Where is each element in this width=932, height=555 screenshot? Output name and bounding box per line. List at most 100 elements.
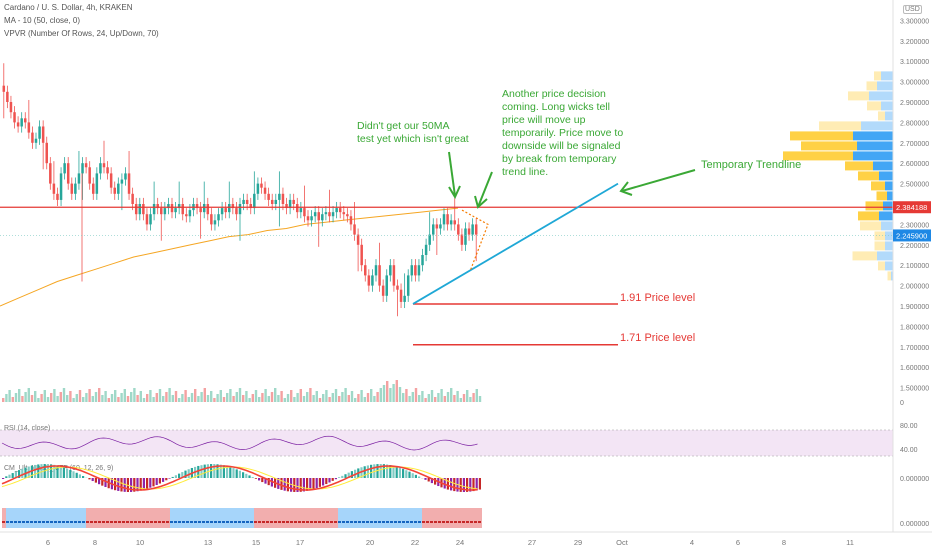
heat-cell [226, 508, 230, 528]
rsi-tick: 80.00 [900, 423, 918, 430]
heat-cell [222, 508, 226, 528]
heat-cell [326, 508, 330, 528]
y-tick-label: 1.500000 [900, 386, 929, 393]
volume-bar [149, 390, 151, 402]
volume-bar [162, 396, 164, 402]
heat-dot [162, 521, 165, 523]
candle-body [389, 265, 392, 275]
heat-dot [390, 521, 393, 523]
macd-hist-bar [5, 476, 7, 478]
candle-body [88, 167, 91, 183]
heat-dot [218, 521, 221, 523]
heat-cell [270, 508, 274, 528]
candle-body [296, 204, 299, 212]
volume-bar [31, 395, 33, 402]
volume-bar [194, 389, 196, 402]
vpvr-down-bar [877, 191, 888, 200]
volume-bar [53, 389, 55, 402]
macd-hist-bar [197, 466, 199, 478]
volume-bar [335, 389, 337, 402]
price-label-text: 2.245900 [896, 231, 927, 240]
x-tick-label: 24 [456, 538, 464, 547]
heat-cell [338, 508, 342, 528]
heat-cell [230, 508, 234, 528]
candle-body [357, 235, 360, 245]
candle-body [339, 208, 342, 212]
heat-dot [234, 521, 237, 523]
candle-body [346, 214, 349, 216]
macd-hist-bar [204, 465, 206, 478]
volume-bar [88, 389, 90, 402]
volume-bar [376, 392, 378, 402]
heat-cell [202, 508, 206, 528]
volume-bar [408, 396, 410, 402]
heat-cell [358, 508, 362, 528]
volume-bar [210, 391, 212, 402]
candle-body [278, 194, 281, 200]
volume-bar [296, 393, 298, 402]
volume-bar [21, 396, 23, 402]
volume-bar [47, 397, 49, 402]
volume-bar [476, 389, 478, 402]
volume-bar [98, 388, 100, 402]
vpvr-down-bar [888, 271, 892, 280]
x-tick-label: 8 [93, 538, 97, 547]
volume-bar [402, 393, 404, 402]
heat-dot [354, 521, 357, 523]
volume-bar [143, 398, 145, 402]
volume-bar [8, 390, 10, 402]
volume-bar [111, 394, 113, 402]
volume-bar [322, 394, 324, 402]
candle-body [418, 265, 421, 275]
heat-dot [110, 521, 113, 523]
candle-body [146, 214, 149, 224]
volume-bar [242, 395, 244, 402]
candle-body [307, 216, 310, 220]
volume-bar [44, 390, 46, 402]
candle-body [71, 184, 74, 194]
candle-body [207, 204, 210, 214]
candle-body [217, 214, 220, 220]
macd-hist-bar [322, 478, 324, 486]
heat-dot [258, 521, 261, 523]
volume-bar [399, 387, 401, 402]
heat-cell [414, 508, 418, 528]
macd-hist-bar [280, 478, 282, 490]
volume-bar [248, 398, 250, 402]
y-tick-label: 2.000000 [900, 284, 929, 291]
heat-dot [74, 521, 77, 523]
heat-dot [94, 521, 97, 523]
candle-body [49, 163, 52, 183]
volume-bar [373, 396, 375, 402]
volume-bar [175, 391, 177, 402]
heat-dot [42, 521, 45, 523]
volume-bar [24, 392, 26, 402]
candle-body [10, 102, 13, 112]
vpvr-down-bar [819, 121, 861, 130]
annotation-50ma-line1: Didn't get our 50MA [357, 120, 449, 132]
volume-bar [332, 393, 334, 402]
heat-dot [398, 521, 401, 523]
heat-dot [458, 521, 461, 523]
heat-cell [378, 508, 382, 528]
candle-body [67, 163, 70, 183]
candle-body [92, 184, 95, 194]
volume-bar [239, 388, 241, 402]
macd-hist-bar [399, 468, 401, 478]
macd-hist-bar [453, 478, 455, 491]
volume-bar [460, 398, 462, 402]
volume-bar [130, 392, 132, 402]
y-tick-label: 1.600000 [900, 365, 929, 372]
macd-hist-bar [316, 478, 318, 488]
candle-body [382, 286, 385, 296]
currency-badge[interactable]: USD [903, 5, 922, 14]
heat-dot [338, 521, 341, 523]
heat-cell [26, 508, 30, 528]
heat-dot [438, 521, 441, 523]
candle-body [271, 200, 274, 204]
volume-bar [271, 392, 273, 402]
volume-bar [207, 395, 209, 402]
